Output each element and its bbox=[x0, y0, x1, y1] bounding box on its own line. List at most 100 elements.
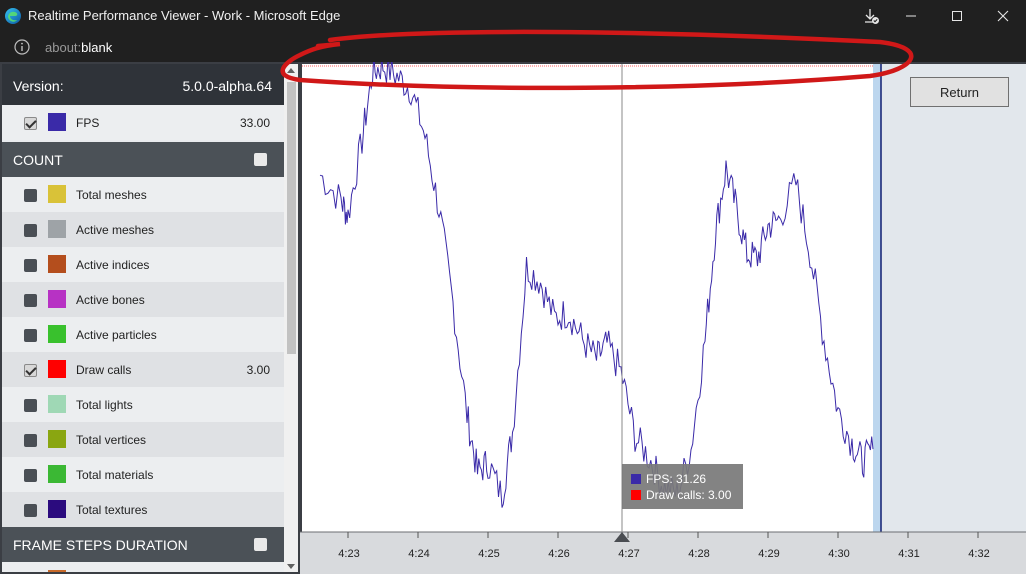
tooltip-fps-swatch bbox=[631, 474, 641, 484]
count-item-row[interactable]: Total meshes bbox=[2, 177, 284, 212]
time-tick-label: 4:29 bbox=[758, 548, 780, 560]
count-item-color-swatch[interactable] bbox=[48, 395, 66, 413]
chart-canvas[interactable] bbox=[300, 62, 1026, 574]
count-item-label: Total materials bbox=[76, 468, 154, 482]
time-tick-label: 4:31 bbox=[898, 548, 920, 560]
count-item-label: Draw calls bbox=[76, 363, 132, 377]
scroll-up-arrow-icon[interactable] bbox=[287, 68, 295, 73]
fps-color-swatch[interactable] bbox=[48, 113, 66, 131]
info-icon[interactable] bbox=[14, 39, 30, 55]
count-item-value: 3.00 bbox=[246, 363, 270, 377]
fps-checkbox[interactable] bbox=[24, 117, 37, 130]
frame-steps-first-row bbox=[2, 562, 284, 572]
fps-value: 33.00 bbox=[239, 116, 270, 130]
count-section-header[interactable]: COUNT bbox=[2, 142, 284, 177]
maximize-button[interactable] bbox=[934, 0, 980, 32]
count-item-label: Total meshes bbox=[76, 188, 147, 202]
count-item-color-swatch[interactable] bbox=[48, 255, 66, 273]
count-item-row[interactable]: Draw calls 3.00 bbox=[2, 352, 284, 387]
count-item-color-swatch[interactable] bbox=[48, 290, 66, 308]
fps-label: FPS bbox=[76, 116, 100, 130]
hover-cursor-triangle-icon bbox=[614, 532, 630, 542]
count-item-row[interactable]: Total lights bbox=[2, 387, 284, 422]
frame-steps-section-checkbox[interactable] bbox=[254, 538, 267, 551]
return-button[interactable]: Return bbox=[910, 77, 1009, 107]
scrollbar-thumb[interactable] bbox=[287, 82, 296, 354]
frame-steps-section-header[interactable]: FRAME STEPS DURATION bbox=[2, 527, 284, 562]
count-item-color-swatch[interactable] bbox=[48, 360, 66, 378]
sidebar-scrollbar[interactable] bbox=[284, 64, 298, 572]
minimize-icon bbox=[906, 15, 916, 17]
time-tick-label: 4:32 bbox=[968, 548, 990, 560]
count-item-color-swatch[interactable] bbox=[48, 185, 66, 203]
count-item-checkbox[interactable] bbox=[24, 434, 37, 447]
time-tick-label: 4:24 bbox=[408, 548, 430, 560]
count-item-row[interactable]: Active indices bbox=[2, 247, 284, 282]
time-tick-label: 4:28 bbox=[688, 548, 710, 560]
count-item-label: Active bones bbox=[76, 293, 145, 307]
time-tick-label: 4:30 bbox=[828, 548, 850, 560]
count-item-row[interactable]: Active particles bbox=[2, 317, 284, 352]
count-item-row[interactable]: Total materials bbox=[2, 457, 284, 492]
chart-tooltip: FPS: 31.26 Draw calls: 3.00 bbox=[622, 464, 743, 509]
version-label: Version: bbox=[13, 78, 64, 94]
time-tick-label: 4:25 bbox=[478, 548, 500, 560]
download-icon bbox=[865, 9, 879, 24]
time-tick-label: 4:23 bbox=[338, 548, 360, 560]
tooltip-drawcalls-text: Draw calls: 3.00 bbox=[646, 488, 732, 502]
sidebar: Version: 5.0.0-alpha.64 FPS 33.00 COUNT … bbox=[2, 64, 284, 572]
count-item-checkbox[interactable] bbox=[24, 294, 37, 307]
tooltip-fps-text: FPS: 31.26 bbox=[646, 472, 707, 486]
count-item-checkbox[interactable] bbox=[24, 329, 37, 342]
count-item-label: Total textures bbox=[76, 503, 148, 517]
fps-series-line bbox=[319, 62, 874, 508]
count-item-checkbox[interactable] bbox=[24, 224, 37, 237]
count-item-label: Total vertices bbox=[76, 433, 147, 447]
count-item-label: Active indices bbox=[76, 258, 150, 272]
count-item-color-swatch[interactable] bbox=[48, 465, 66, 483]
count-item-row[interactable]: Total textures bbox=[2, 492, 284, 527]
count-item-label: Active particles bbox=[76, 328, 157, 342]
count-item-checkbox[interactable] bbox=[24, 364, 37, 377]
count-item-row[interactable]: Total vertices bbox=[2, 422, 284, 457]
url-scheme: about: bbox=[45, 40, 82, 55]
time-axis-strip bbox=[300, 532, 1026, 574]
minimize-button[interactable] bbox=[888, 0, 934, 32]
future-area bbox=[881, 64, 1026, 532]
downloads-button[interactable] bbox=[848, 0, 894, 32]
count-item-color-swatch[interactable] bbox=[48, 430, 66, 448]
time-tick-label: 4:26 bbox=[548, 548, 570, 560]
close-button[interactable] bbox=[980, 0, 1026, 32]
count-item-color-swatch[interactable] bbox=[48, 500, 66, 518]
maximize-icon bbox=[952, 11, 962, 21]
close-icon bbox=[997, 10, 1009, 22]
count-item-checkbox[interactable] bbox=[24, 504, 37, 517]
count-item-row[interactable]: Active bones bbox=[2, 282, 284, 317]
version-value: 5.0.0-alpha.64 bbox=[182, 78, 272, 94]
count-item-checkbox[interactable] bbox=[24, 259, 37, 272]
window-title: Realtime Performance Viewer - Work - Mic… bbox=[28, 8, 341, 23]
tooltip-drawcalls-swatch bbox=[631, 490, 641, 500]
version-row: Version: 5.0.0-alpha.64 bbox=[2, 64, 284, 105]
count-item-color-swatch[interactable] bbox=[48, 325, 66, 343]
count-section-checkbox[interactable] bbox=[254, 153, 267, 166]
time-tick-label: 4:27 bbox=[618, 548, 640, 560]
count-section-label: COUNT bbox=[13, 152, 63, 168]
edge-logo-icon bbox=[5, 8, 21, 24]
count-item-checkbox[interactable] bbox=[24, 469, 37, 482]
frame-steps-section-label: FRAME STEPS DURATION bbox=[13, 537, 188, 553]
performance-chart[interactable]: Return FPS: 31.26 Draw calls: 3.00 4:23 4… bbox=[300, 62, 1026, 574]
live-marker-band bbox=[873, 64, 881, 532]
address-bar[interactable]: about:blank bbox=[0, 32, 1026, 62]
count-item-row[interactable]: Active meshes bbox=[2, 212, 284, 247]
fps-row[interactable]: FPS 33.00 bbox=[2, 105, 284, 140]
plot-area bbox=[302, 64, 881, 532]
count-item-label: Total lights bbox=[76, 398, 133, 412]
count-item-checkbox[interactable] bbox=[24, 399, 37, 412]
count-item-color-swatch[interactable] bbox=[48, 220, 66, 238]
url-host: blank bbox=[81, 40, 113, 55]
scroll-down-arrow-icon[interactable] bbox=[287, 564, 295, 569]
url-text[interactable]: about:blank bbox=[45, 40, 112, 55]
frame-steps-color-swatch bbox=[48, 570, 66, 572]
count-item-checkbox[interactable] bbox=[24, 189, 37, 202]
